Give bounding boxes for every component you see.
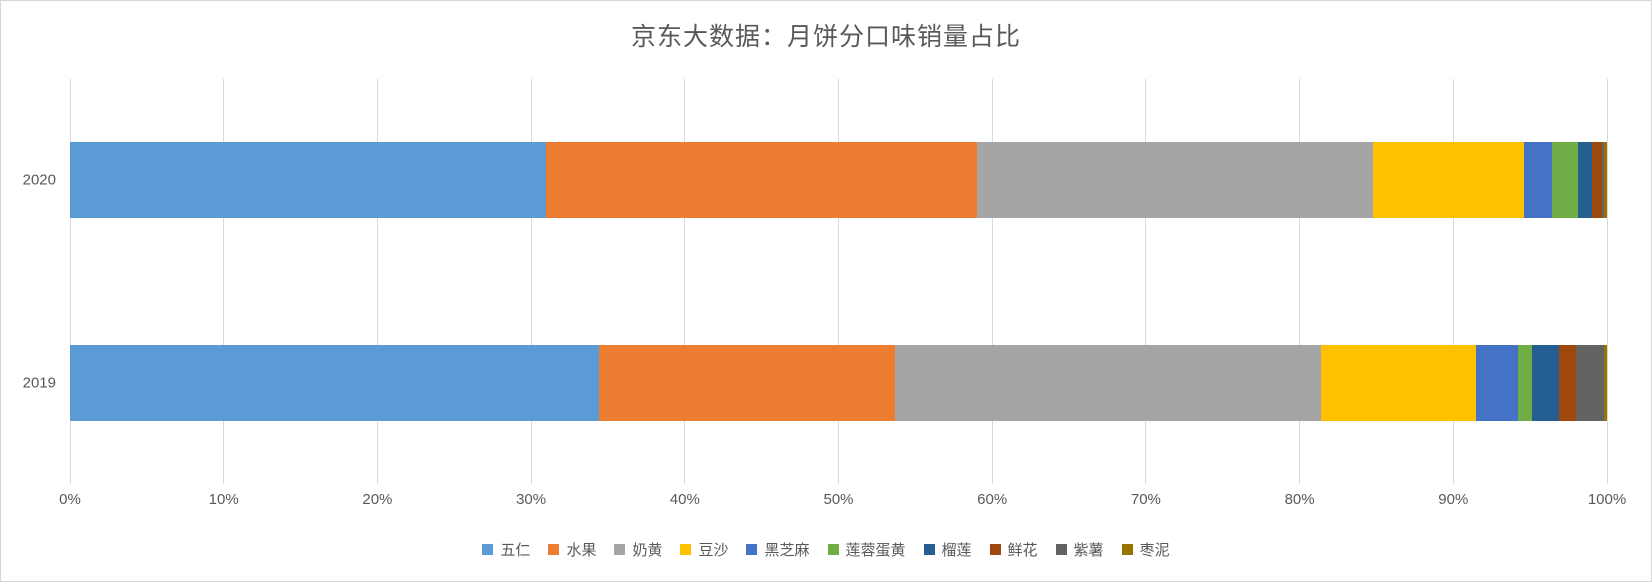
bar-segment: [1476, 344, 1518, 421]
bar-segment: [70, 142, 547, 219]
x-tick-label: 0%: [59, 491, 81, 508]
bar-segment: [1551, 142, 1578, 219]
legend-item: 榴莲: [923, 539, 972, 560]
legend-label: 五仁: [500, 542, 531, 559]
legend-label: 莲蓉蛋黄: [845, 542, 906, 559]
legend-item: 枣泥: [1121, 539, 1170, 560]
legend-item: 鲜花: [989, 539, 1038, 560]
gridline: [838, 79, 839, 484]
gridline: [991, 79, 993, 484]
bar-segment: [976, 142, 1374, 219]
legend-label: 紫薯: [1073, 542, 1104, 559]
legend-swatch-icon: [614, 544, 626, 555]
plot-area: [69, 79, 1608, 484]
bar-segment: [1559, 344, 1577, 421]
x-tick-label: 10%: [208, 491, 239, 508]
x-tick-label: 20%: [362, 491, 393, 508]
x-tick-label: 90%: [1438, 491, 1469, 508]
gridline: [376, 79, 378, 484]
gridline: [1606, 79, 1608, 484]
legend-swatch-icon: [923, 544, 935, 555]
legend-swatch-icon: [680, 544, 692, 555]
x-tick-label: 50%: [823, 491, 854, 508]
bar-segment: [1523, 142, 1552, 219]
x-tick-label: 60%: [977, 491, 1008, 508]
gridline: [223, 79, 225, 484]
gridline: [1299, 79, 1301, 484]
legend-swatch-icon: [746, 544, 758, 555]
legend-item: 莲蓉蛋黄: [827, 539, 906, 560]
gridline: [530, 79, 532, 484]
legend-item: 水果: [548, 539, 596, 560]
x-tick-label: 30%: [516, 491, 547, 508]
legend-item: 黑芝麻: [746, 539, 810, 560]
bar-segment: [1602, 142, 1604, 219]
gridline: [69, 79, 71, 484]
bar-segment: [895, 344, 1322, 421]
legend-label: 豆沙: [698, 542, 729, 559]
legend-item: 奶黄: [614, 539, 662, 560]
legend-swatch-icon: [1055, 544, 1067, 555]
bar-2020: [70, 142, 1607, 219]
x-tick-label: 100%: [1587, 491, 1627, 508]
bar-segment: [1321, 344, 1477, 421]
legend-label: 榴莲: [941, 542, 972, 559]
y-category-label-2019: 2019: [22, 374, 56, 392]
chart-title: 京东大数据：月饼分口味销量占比: [630, 23, 1021, 51]
legend-label: 枣泥: [1139, 542, 1170, 559]
gridline: [1145, 79, 1147, 484]
gridline: [684, 79, 686, 484]
legend-item: 豆沙: [680, 539, 728, 560]
legend-label: 黑芝麻: [764, 542, 810, 559]
bar-segment: [1373, 142, 1524, 219]
legend-label: 鲜花: [1007, 542, 1038, 559]
legend: 五仁 水果 奶黄 豆沙 黑芝麻 莲蓉蛋黄 榴莲 鲜花 紫薯 枣泥: [1, 539, 1651, 560]
legend-label: 奶黄: [632, 542, 663, 559]
legend-item: 紫薯: [1055, 539, 1104, 560]
bar-segment: [1576, 344, 1604, 421]
bar-2019: [70, 344, 1607, 421]
legend-swatch-icon: [827, 544, 839, 555]
legend-item: 五仁: [482, 539, 530, 560]
gridline: [1452, 79, 1454, 484]
bar-segment: [1577, 142, 1592, 219]
y-category-label-2020: 2020: [22, 171, 56, 189]
legend-label: 水果: [566, 542, 597, 559]
legend-swatch-icon: [548, 544, 560, 555]
x-tick-label: 40%: [669, 491, 700, 508]
x-tick-label: 80%: [1284, 491, 1315, 508]
legend-swatch-icon: [989, 544, 1001, 555]
bar-segment: [1603, 142, 1607, 219]
bar-segment: [1517, 344, 1532, 421]
bar-segment: [1531, 344, 1560, 421]
bar-segment: [1603, 344, 1607, 421]
bar-segment: [546, 142, 977, 219]
legend-swatch-icon: [482, 544, 494, 555]
bar-segment: [598, 344, 896, 421]
bar-segment: [70, 344, 599, 421]
x-axis: 0% 10% 20% 30% 40% 50% 60% 70% 80% 90% 100%: [59, 491, 1626, 513]
bar-segment: [1591, 142, 1603, 219]
x-tick-label: 70%: [1130, 491, 1161, 508]
legend-swatch-icon: [1121, 544, 1133, 555]
